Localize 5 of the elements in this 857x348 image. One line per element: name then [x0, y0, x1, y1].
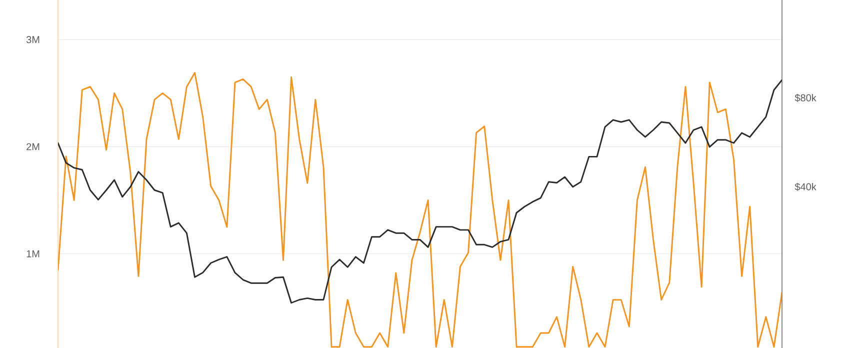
y2-tick-label: $40k — [794, 182, 816, 191]
y-tick-label: 3M — [26, 36, 40, 44]
y-tick-label: 1M — [26, 250, 40, 258]
y-tick-label: 2M — [26, 143, 40, 150]
y2-tick-label: $80k — [794, 94, 816, 102]
